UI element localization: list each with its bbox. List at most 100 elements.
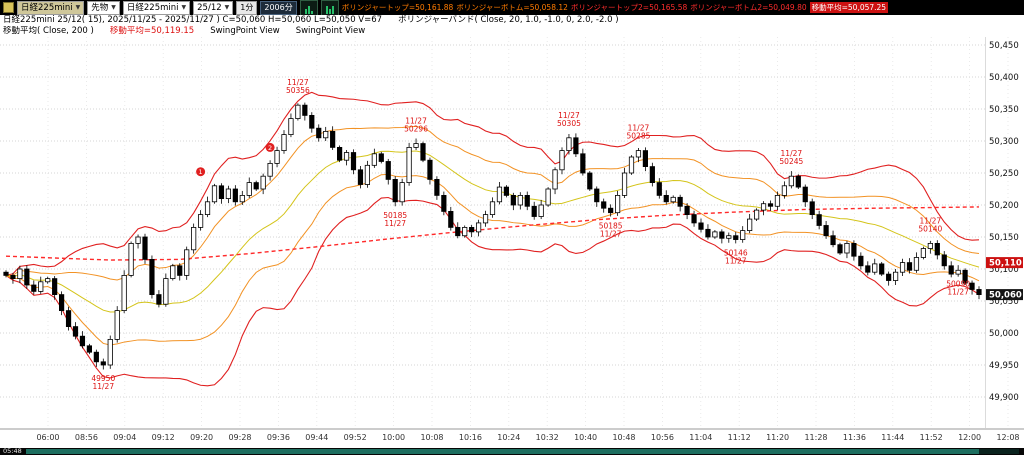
candle-down <box>52 278 58 296</box>
candlestick-chart-icon[interactable] <box>320 0 339 15</box>
candle-down <box>524 194 530 207</box>
candle-up <box>38 281 44 292</box>
candle-down <box>24 268 30 286</box>
candle-up <box>927 242 933 249</box>
chart-scrollbar[interactable] <box>25 449 1019 454</box>
price-axis-label: 50,300 <box>989 137 1019 147</box>
candle-down <box>601 201 607 209</box>
candle-down <box>142 236 148 260</box>
candle-up <box>191 226 197 251</box>
candle-down <box>802 186 808 203</box>
price-axis-label: 50,250 <box>989 169 1019 179</box>
candle-down <box>434 178 440 196</box>
swing-point-label: 11/27 <box>558 111 580 120</box>
contract-month-combo[interactable]: 25/12 ▼ <box>193 0 234 15</box>
time-axis-label: 11:20 <box>766 433 789 442</box>
candle-up <box>413 143 419 148</box>
time-axis-label: 11:36 <box>843 433 866 442</box>
scrollbar-thumb[interactable] <box>25 449 980 454</box>
time-axis-label: 10:00 <box>382 433 405 442</box>
candle-down <box>851 242 857 257</box>
candle-up <box>913 257 920 271</box>
candle-up <box>566 137 572 152</box>
candle-down <box>906 262 913 271</box>
candle-up <box>267 163 273 177</box>
candle-down <box>580 153 586 174</box>
candle-down <box>677 196 683 207</box>
category-combo[interactable]: 先物 ▼ <box>87 0 120 15</box>
bollinger-bottom2-readout: ボリンジャーボトム2=50,049.80 <box>690 3 807 12</box>
candle-up <box>135 236 141 244</box>
candle-up <box>552 169 558 190</box>
app-icon <box>3 2 14 13</box>
candle-down <box>253 182 259 190</box>
time-axis-label: 08:56 <box>75 433 98 442</box>
instrument-combo[interactable]: 日経225mini ▼ <box>122 0 191 15</box>
candle-up <box>545 188 551 206</box>
candle-down <box>59 294 65 312</box>
swing-point-label: 50185 <box>383 211 407 220</box>
price-axis-label: 50,000 <box>989 329 1019 339</box>
last-price-tag <box>986 289 1023 301</box>
candle-up <box>114 310 120 340</box>
candle-down <box>649 166 655 184</box>
candle-up <box>844 242 850 254</box>
candle-down <box>733 235 739 240</box>
moving-average-readout: 移動平均=50,057.25 <box>809 2 889 13</box>
event-marker-number: 2 <box>268 144 272 152</box>
candle-up <box>197 214 204 228</box>
candle-down <box>684 205 690 215</box>
candle-down <box>378 153 384 162</box>
ma-params-label: 移動平均( Close, 200 ) <box>3 26 94 36</box>
swing-point-label: 11/27 <box>725 257 747 266</box>
candle-up <box>364 164 371 185</box>
swing-point-label: 49950 <box>91 374 115 383</box>
time-axis-label: 12:08 <box>996 433 1019 442</box>
candle-down <box>100 361 106 366</box>
bollinger-top-readout: ボリンジャートップ=50,161.88 <box>341 3 454 12</box>
swing-point-label: 11/27 <box>600 230 622 239</box>
event-marker[interactable] <box>196 167 206 177</box>
candle-down <box>941 254 947 267</box>
candle-down <box>573 137 579 155</box>
chart-annotations: 4995011/2711/27503565018511/2711/2750296… <box>91 78 970 391</box>
line-chart-icon[interactable] <box>299 0 318 15</box>
candle-down <box>218 185 225 200</box>
candle-down <box>392 178 398 203</box>
candle-up <box>496 186 503 203</box>
candle-up <box>107 338 113 366</box>
candle-up <box>538 204 544 217</box>
candle-down <box>65 310 72 328</box>
price-axis-label: 50,050 <box>989 297 1019 307</box>
candle-down <box>469 226 475 233</box>
price-axis-label: 50,200 <box>989 201 1019 211</box>
swing-point-label: 50140 <box>918 224 942 233</box>
candle-down <box>427 159 433 180</box>
candle-up <box>893 271 899 281</box>
toolbar: 日経225mini ▼ 先物 ▼ 日経225mini ▼ 25/12 ▼ 1分 … <box>0 0 1024 15</box>
swing-point-label: 50185 <box>599 222 623 231</box>
swing-point-label: 50285 <box>627 132 651 141</box>
symbol-combo[interactable]: 日経225mini ▼ <box>17 0 85 15</box>
candle-up <box>635 150 642 158</box>
swing-point-label: 11/27 <box>781 149 803 158</box>
bollinger-bottom-readout: ボリンジャーボトム=50,058.12 <box>456 3 568 12</box>
candle-down <box>886 273 892 281</box>
candle-up <box>204 201 211 216</box>
time-axis-label: 09:04 <box>113 433 136 442</box>
candle-up <box>281 134 287 151</box>
price-axis-label: 50,450 <box>989 41 1019 51</box>
candle-down <box>309 115 315 129</box>
status-time: 05:48 <box>3 447 22 455</box>
candle-down <box>705 228 711 238</box>
time-axis-label: 06:00 <box>36 433 59 442</box>
time-axis-label: 11:52 <box>920 433 943 442</box>
candle-down <box>177 265 183 276</box>
candlestick-chart[interactable]: 4995011/2711/27503565018511/2711/2750296… <box>0 37 1024 448</box>
swing-point-label: 11/27 <box>920 216 942 225</box>
time-axis-label: 09:28 <box>228 433 251 442</box>
interval-button[interactable]: 1分 <box>236 0 258 15</box>
bar-count-button[interactable]: 2006分 <box>260 0 297 15</box>
event-marker[interactable] <box>265 142 275 152</box>
candle-up <box>343 152 350 161</box>
